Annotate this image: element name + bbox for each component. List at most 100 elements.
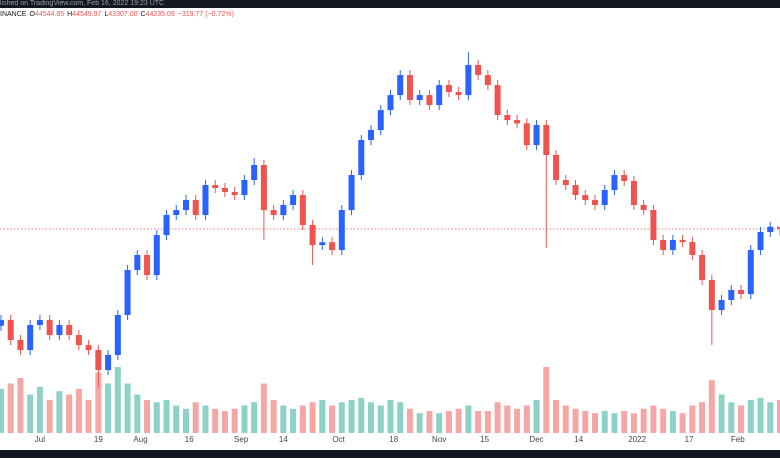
volume-bar: [36, 386, 43, 433]
ohlc-item: H44549.97: [67, 11, 101, 18]
candle-body: [270, 210, 277, 216]
candle-body: [436, 85, 443, 106]
candle-body: [728, 289, 735, 301]
candle-body: [484, 75, 491, 86]
volume-bar: [611, 413, 618, 433]
volume-bar: [212, 408, 219, 433]
volume-bar: [319, 400, 326, 433]
ohlc-item: O44544.85: [29, 11, 64, 18]
volume-bar: [46, 400, 53, 433]
volume-bar: [358, 397, 365, 433]
candle-body: [689, 242, 696, 255]
volume-bar: [582, 411, 589, 433]
candle-body: [767, 226, 774, 233]
candle-body: [85, 345, 92, 351]
volume-bar: [280, 405, 287, 433]
volume-bar: [650, 405, 657, 433]
volume-bar: [192, 402, 199, 433]
candle-body: [523, 123, 530, 146]
symbol: INANCE: [0, 11, 27, 18]
ohlc-item: L43307.00: [104, 11, 137, 18]
candle-body: [426, 95, 433, 106]
volume-bar: [348, 400, 355, 433]
volume-bar: [543, 367, 550, 433]
volume-bar: [114, 367, 121, 433]
candle-body: [738, 289, 745, 295]
x-tick-label: 18: [389, 435, 398, 444]
volume-bar: [85, 400, 92, 433]
x-tick-label: 15: [480, 435, 489, 444]
candle-body: [290, 195, 297, 205]
candle-body: [397, 75, 404, 96]
candle-body: [640, 204, 647, 211]
volume-bar: [153, 402, 160, 433]
ohlc-item: C44235.09: [140, 11, 174, 18]
volume-bar: [572, 408, 579, 433]
legend-text: −319.77 (−0.72%): [177, 11, 234, 18]
volume-bar: [105, 383, 112, 433]
volume-bar: [406, 408, 413, 433]
candle-body: [416, 95, 423, 101]
volume-bar: [475, 411, 482, 433]
candle-body: [241, 179, 248, 196]
volume-bar: [718, 394, 725, 433]
volume-bar: [163, 400, 170, 433]
candle-body: [27, 325, 34, 351]
volume-bar: [368, 402, 375, 433]
x-tick-label: 14: [574, 435, 583, 444]
volume-bar: [494, 402, 501, 433]
candle-body: [650, 210, 657, 241]
candle-body: [260, 165, 267, 211]
volume-bar: [669, 411, 676, 433]
candle-body: [338, 210, 345, 251]
candle-body: [7, 320, 14, 340]
candle-body: [455, 92, 462, 96]
volume-bar: [134, 394, 141, 433]
candle-body: [406, 75, 413, 101]
candle-body: [533, 125, 540, 146]
candle-body: [591, 200, 598, 205]
x-tick-label: Nov: [432, 435, 446, 444]
candle-body: [105, 354, 112, 371]
candle-body: [757, 232, 764, 251]
x-tick-label: Feb: [731, 435, 745, 444]
legend-text: O: [29, 11, 35, 18]
volume-bar: [309, 402, 316, 433]
x-tick-label: Dec: [529, 435, 543, 444]
candle-body: [445, 85, 452, 93]
volume-bar: [504, 405, 511, 433]
volume-bar: [484, 411, 491, 433]
candle-body: [46, 320, 53, 336]
candle-body: [95, 350, 102, 371]
volume-bar: [465, 405, 472, 433]
volume-bar: [338, 402, 345, 433]
candle-body: [387, 95, 394, 111]
candle-body: [182, 200, 189, 211]
volume-bar: [173, 405, 180, 433]
volume-bar: [144, 400, 151, 433]
volume-bar: [75, 389, 82, 433]
volume-bar: [533, 400, 540, 433]
candle-body: [212, 185, 219, 188]
candle-body: [377, 110, 384, 131]
volume-bar: [0, 389, 4, 433]
candle-body: [699, 254, 706, 280]
volume-bar: [708, 380, 715, 433]
volume-bar: [17, 378, 24, 433]
volume-bar: [426, 411, 433, 433]
volume-bar: [290, 408, 297, 433]
candle-body: [747, 250, 754, 295]
candle-body: [231, 192, 238, 196]
volume-bar: [397, 402, 404, 433]
volume-bar: [124, 383, 131, 433]
volume-bar: [630, 413, 637, 433]
x-tick-label: 17: [685, 435, 694, 444]
x-tick-label: Aug: [133, 435, 147, 444]
volume-bar: [387, 400, 394, 433]
volume-bar: [660, 408, 667, 433]
x-tick-label: 16: [185, 435, 194, 444]
candle-body: [309, 225, 316, 246]
candle-body: [17, 339, 24, 351]
candle-body: [329, 242, 336, 251]
